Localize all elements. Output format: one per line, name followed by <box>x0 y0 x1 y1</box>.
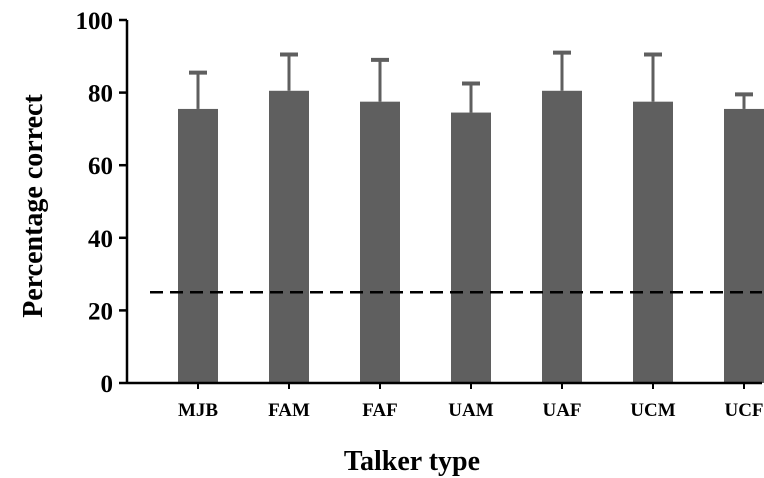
y-tick-label: 40 <box>88 226 113 253</box>
error-bars <box>189 50 753 113</box>
y-tick-label: 20 <box>88 298 113 325</box>
x-ticks: MJB FAM FAF UAM UAF UCM UCF <box>178 383 764 421</box>
y-tick-label: 60 <box>88 153 113 180</box>
bar <box>178 108 218 383</box>
bar <box>633 101 673 384</box>
x-tick-label: MJB <box>178 400 218 421</box>
x-tick-label: UAF <box>542 400 581 421</box>
bar <box>269 90 309 383</box>
y-tick-label: 100 <box>76 8 114 35</box>
x-tick-label: FAM <box>268 400 310 421</box>
bar <box>360 101 400 384</box>
x-tick-label: UCM <box>630 400 675 421</box>
bar <box>542 90 582 383</box>
x-axis-title: Talker type <box>344 446 480 477</box>
bar <box>724 108 764 383</box>
x-tick-label: FAF <box>362 400 398 421</box>
x-tick-label: UCF <box>724 400 763 421</box>
y-tick-label: 0 <box>101 371 114 398</box>
y-ticks: 0 20 40 60 80 100 <box>76 8 127 398</box>
y-tick-label: 80 <box>88 81 113 108</box>
x-tick-label: UAM <box>448 400 493 421</box>
bar <box>451 112 491 383</box>
bars <box>178 90 764 384</box>
y-axis-title: Percentage correct <box>18 94 49 318</box>
